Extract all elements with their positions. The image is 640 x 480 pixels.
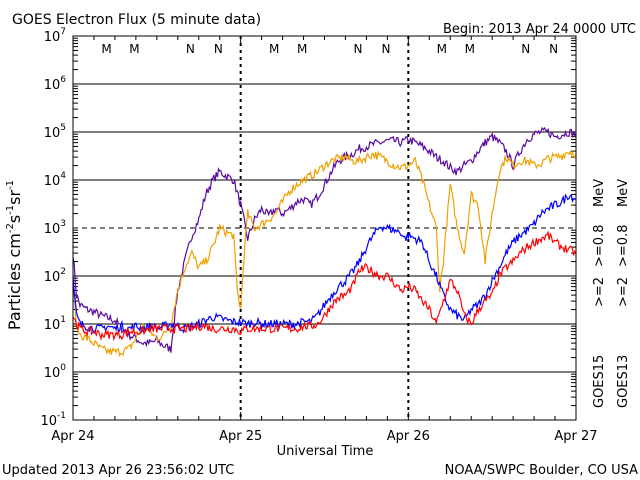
- grid-lines: [73, 35, 576, 421]
- y-tick-label: 101: [44, 315, 66, 333]
- marker-label: N: [521, 42, 530, 56]
- x-tick-label: Apr 24: [51, 429, 94, 444]
- marker-label: N: [354, 42, 363, 56]
- x-axis-ticks: Apr 24 Apr 25 Apr 26 Apr 27: [51, 36, 598, 444]
- y-axis-ticks: 10-1 100 101 102 103 104 105 106 107: [40, 27, 576, 429]
- series-line: [72, 150, 577, 358]
- y-tick-label: 103: [44, 219, 66, 237]
- marker-label: M: [101, 42, 111, 56]
- marker-label: N: [186, 42, 195, 56]
- y-tick-label: 107: [44, 27, 66, 45]
- y-axis-title: Particles cm-2s-1sr-1: [5, 180, 24, 330]
- legend-goes15-high: >=0.8: [592, 225, 607, 267]
- legend-goes15-low: >=2: [592, 277, 607, 307]
- legend-goes15-label: GOES15: [592, 355, 607, 408]
- y-tick-label: 106: [44, 75, 67, 93]
- data-series: [72, 126, 577, 358]
- marker-label: M: [297, 42, 307, 56]
- x-tick-label: Apr 25: [219, 429, 262, 444]
- chart-title: GOES Electron Flux (5 minute data): [12, 12, 261, 28]
- x-axis-title: Universal Time: [277, 444, 374, 459]
- begin-time: Begin: 2013 Apr 24 0000 UTC: [443, 22, 636, 37]
- y-tick-label: 10-1: [40, 411, 66, 429]
- series-line: [72, 230, 577, 342]
- marker-label: M: [437, 42, 447, 56]
- x-tick-label: Apr 27: [554, 429, 597, 444]
- marker-label: N: [549, 42, 558, 56]
- legend-goes13-low: >=2: [616, 277, 631, 307]
- marker-label: M: [465, 42, 475, 56]
- legend-goes13: GOES13 >=2 >=0.8 MeV: [616, 179, 631, 408]
- legend-goes15: GOES15 >=2 >=0.8 MeV: [592, 179, 607, 408]
- y-tick-label: 102: [44, 267, 66, 285]
- marker-label: M: [269, 42, 279, 56]
- plot-frame: [72, 35, 577, 421]
- credit-text: NOAA/SWPC Boulder, CO USA: [445, 463, 638, 478]
- marker-label: N: [381, 42, 390, 56]
- legend-goes13-label: GOES13: [616, 355, 631, 408]
- marker-label: N: [214, 42, 223, 56]
- y-tick-label: 104: [44, 171, 67, 189]
- updated-time: Updated 2013 Apr 26 23:56:02 UTC: [2, 463, 234, 478]
- marker-label: M: [129, 42, 139, 56]
- series-line: [72, 126, 577, 353]
- legend-unit: MeV: [592, 179, 607, 207]
- legend-goes13-high: >=0.8: [616, 225, 631, 267]
- y-tick-label: 105: [44, 123, 66, 141]
- x-tick-label: Apr 26: [387, 429, 430, 444]
- y-tick-label: 100: [44, 363, 67, 381]
- day-divider-lines: [239, 36, 410, 420]
- legend-unit-2: MeV: [616, 179, 631, 207]
